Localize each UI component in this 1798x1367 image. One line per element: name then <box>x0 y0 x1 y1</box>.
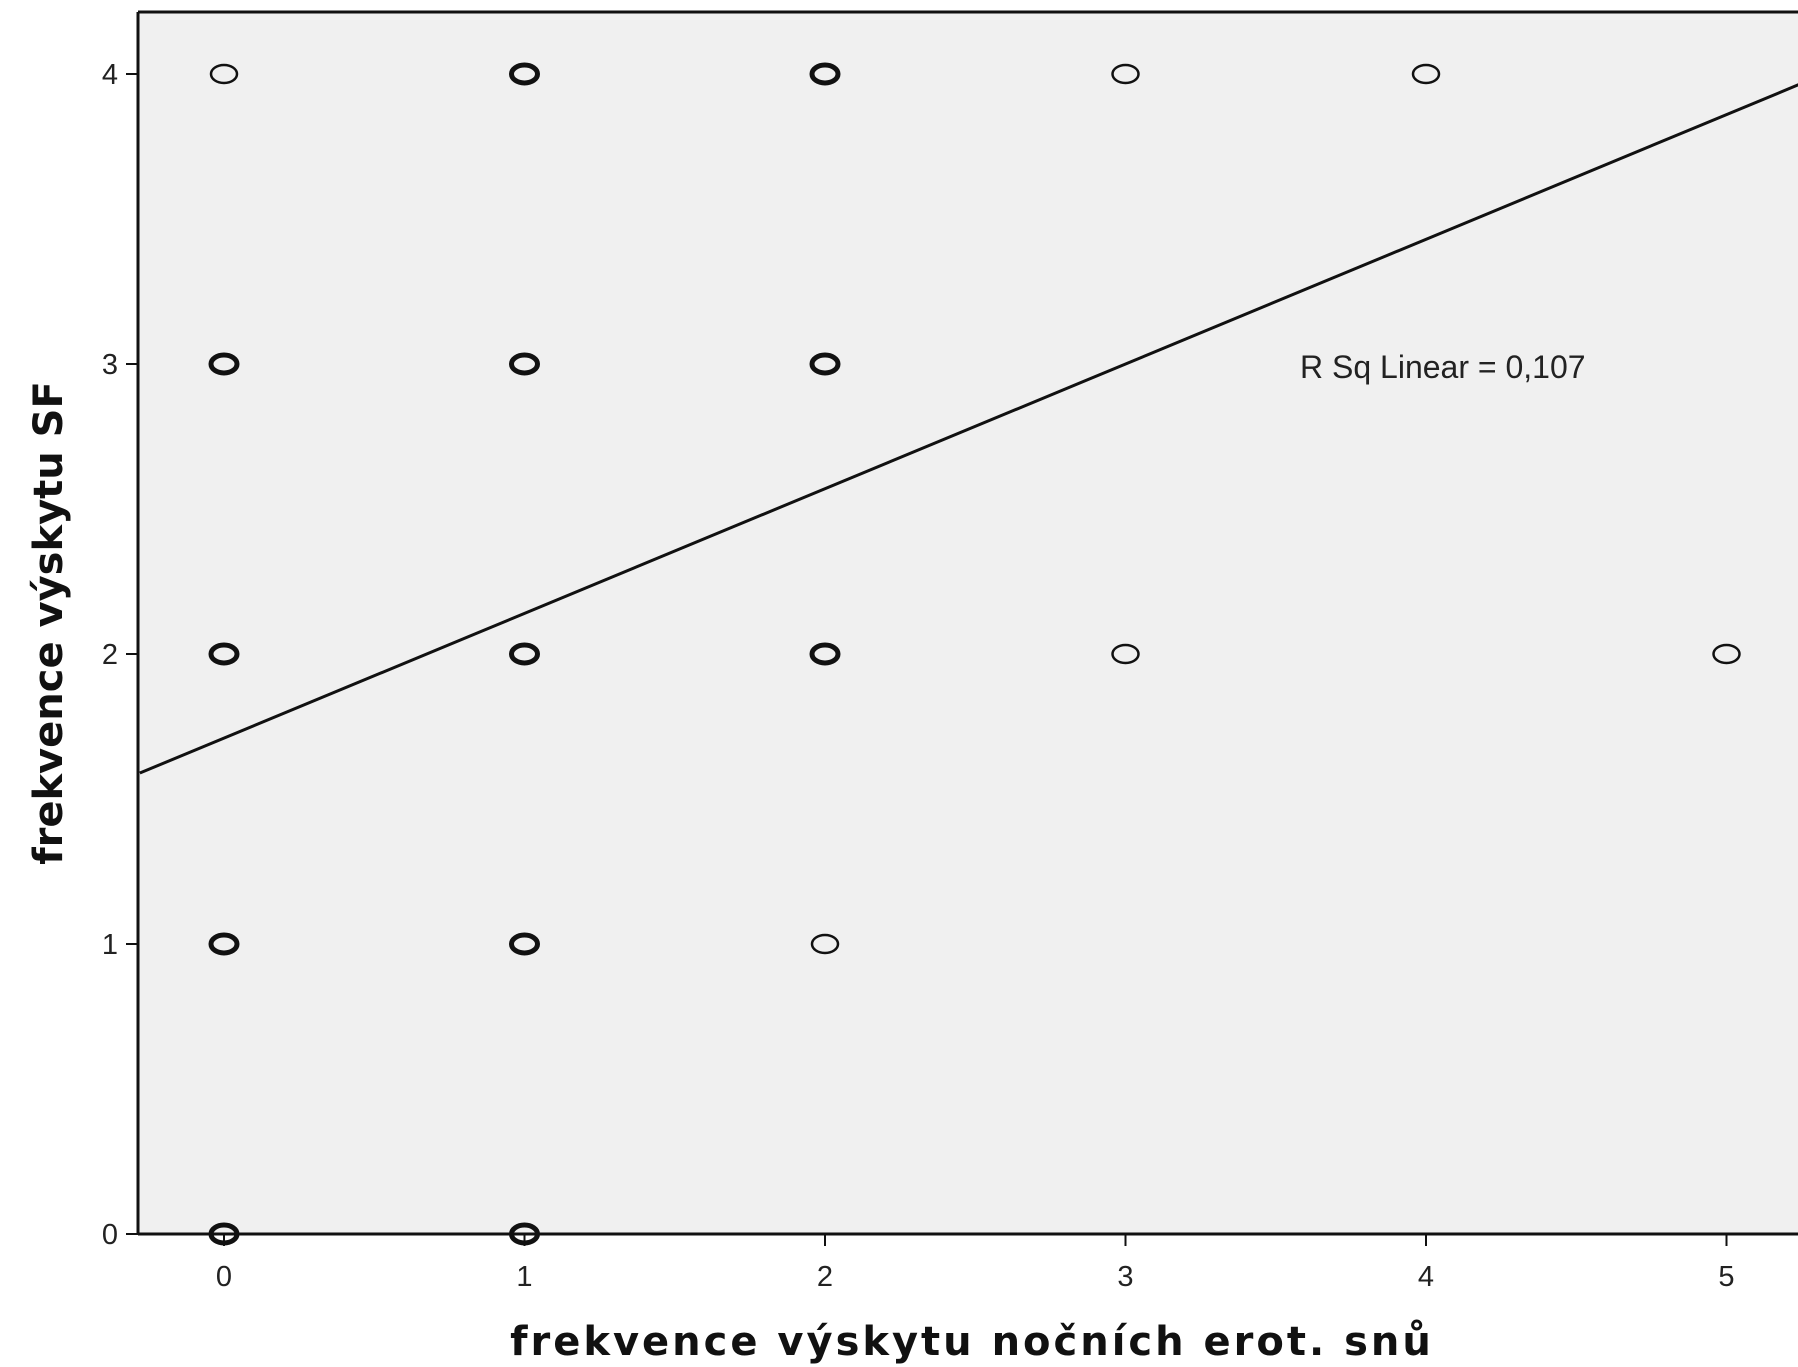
r-squared-annotation: R Sq Linear = 0,107 <box>1300 349 1586 385</box>
x-axis-title: frekvence výskytu nočních erot. snů <box>510 1318 1434 1365</box>
x-tick-label: 2 <box>817 1261 833 1293</box>
data-point <box>1411 63 1441 85</box>
x-tick-label: 5 <box>1718 1261 1734 1293</box>
x-tick-label: 1 <box>516 1261 532 1293</box>
data-point <box>208 642 240 666</box>
data-point <box>809 352 841 376</box>
x-tick-label: 3 <box>1117 1261 1133 1293</box>
data-point <box>509 642 540 666</box>
data-point <box>208 352 240 376</box>
data-point <box>809 642 841 666</box>
data-point <box>1712 643 1741 665</box>
data-point <box>1111 63 1140 85</box>
data-point <box>208 932 240 956</box>
y-tick-label: 1 <box>102 929 118 961</box>
y-tick-label: 3 <box>102 349 118 381</box>
data-point <box>509 352 540 376</box>
data-point <box>209 63 239 85</box>
data-point <box>809 62 841 86</box>
plot-area <box>138 12 1798 1234</box>
y-axis-title: frekvence výskytu SF <box>26 381 72 865</box>
data-point <box>509 932 540 956</box>
data-point <box>1111 643 1140 665</box>
x-tick-label: 0 <box>216 1261 232 1293</box>
data-point <box>509 62 540 86</box>
y-tick-label: 0 <box>102 1219 118 1251</box>
y-tick-label: 4 <box>102 59 118 91</box>
data-point <box>810 933 840 955</box>
y-tick-label: 2 <box>102 639 118 671</box>
x-tick-label: 4 <box>1418 1261 1434 1293</box>
fit-line <box>139 83 1798 775</box>
